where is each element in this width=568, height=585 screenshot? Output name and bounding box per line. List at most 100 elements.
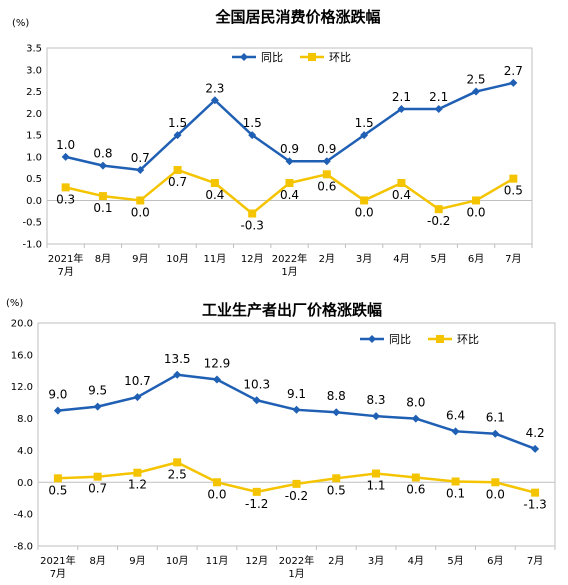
cpi-data-label: -0.2 — [427, 214, 450, 228]
ppi-mom-point — [411, 473, 420, 482]
ppi-x-tick-label: 5月 — [447, 555, 463, 567]
ppi-data-label: 0.7 — [88, 482, 107, 496]
cpi-mom-point — [210, 179, 219, 188]
ppi-chart-title: 工业生产者出厂价格涨跌幅 — [202, 301, 382, 319]
ppi-x-tick-label: 2022年 — [279, 554, 314, 567]
ppi-mom-point — [372, 469, 381, 478]
ppi-x-tick-label: 7月 — [527, 555, 543, 567]
ppi-x-tick-label: 2021年 — [40, 554, 75, 567]
cpi-y-tick-label: -0.5 — [22, 218, 42, 229]
ppi-y-tick-label: 12.0 — [11, 382, 33, 393]
cpi-x-tick-label: 2021年 — [48, 252, 83, 265]
cpi-legend-label: 环比 — [329, 51, 351, 64]
cpi-x-tick-label: 12月 — [241, 253, 264, 265]
ppi-legend-label: 环比 — [457, 333, 479, 346]
ppi-y-tick-label: 20.0 — [11, 319, 33, 330]
ppi-x-tick-label: 1月 — [288, 568, 304, 580]
ppi-yoy-point — [531, 444, 540, 453]
cpi-plot-area — [46, 47, 533, 245]
cpi-y-tick-label: 2.5 — [26, 87, 42, 98]
cpi-chart: 全国居民消费价格涨跌幅 (%) -1.0 -0.5 0.0 0.5 1.0 1.5 2.0 2… — [12, 8, 533, 278]
cpi-mom-point — [136, 196, 145, 205]
cpi-data-label: 0.4 — [205, 188, 224, 202]
ppi-y-tick-label: -8.0 — [13, 542, 33, 553]
cpi-data-label: 0.0 — [355, 205, 374, 219]
cpi-x-tick-label: 8月 — [95, 253, 111, 265]
cpi-yoy-point — [285, 157, 294, 166]
ppi-x-tick-label: 8月 — [89, 555, 105, 567]
ppi-legend-marker-yoy — [368, 335, 376, 343]
cpi-legend-label: 同比 — [261, 51, 283, 64]
cpi-yoy-point — [360, 131, 369, 140]
cpi-mom-point — [61, 183, 70, 192]
ppi-data-label: 0.6 — [406, 483, 425, 497]
ppi-mom-point — [212, 478, 221, 487]
ppi-yoy-point — [292, 405, 301, 414]
ppi-chart: 工业生产者出厂价格涨跌幅 (%) -8.0 -4.0 0.0 4.0 8.0 12.0 16… — [6, 298, 556, 580]
cpi-x-tick-label: 1月 — [281, 266, 297, 278]
cpi-yoy-point — [61, 152, 70, 161]
cpi-yoy-point — [434, 104, 443, 113]
cpi-chart-title: 全国居民消费价格涨跌幅 — [214, 8, 380, 26]
ppi-yoy-point — [53, 406, 62, 415]
cpi-mom-point — [248, 209, 257, 218]
cpi-x-tick-label: 10月 — [166, 253, 189, 265]
ppi-y-tick-label: 8.0 — [17, 414, 33, 425]
cpi-yoy-point — [136, 165, 145, 174]
ppi-yoy-point — [451, 427, 460, 436]
cpi-mom-point — [285, 179, 294, 188]
cpi-yoy-point — [173, 131, 182, 140]
cpi-data-label: 2.5 — [466, 73, 485, 87]
cpi-y-tick-label: 3.0 — [26, 65, 42, 76]
ppi-data-label: -0.2 — [285, 489, 308, 503]
ppi-y-tick-label: 4.0 — [17, 446, 33, 457]
ppi-yoy-point — [372, 412, 381, 421]
cpi-yoy-point — [397, 104, 406, 113]
ppi-x-tick-label: 9月 — [129, 555, 145, 567]
cpi-data-label: 0.5 — [504, 184, 523, 198]
cpi-y-tick-label: 1.0 — [26, 152, 42, 163]
ppi-yoy-point — [212, 375, 221, 384]
ppi-data-label: 9.0 — [48, 388, 67, 402]
cpi-mom-point — [173, 165, 182, 174]
ppi-mom-point — [491, 478, 500, 487]
cpi-x-tick-label: 7月 — [57, 266, 73, 278]
ppi-yoy-point — [133, 393, 142, 402]
cpi-x-tick-label: 7月 — [505, 253, 521, 265]
ppi-y-tick-label: 0.0 — [17, 478, 33, 489]
cpi-x-tick-label: 4月 — [393, 253, 409, 265]
ppi-x-tick-label: 6月 — [487, 555, 503, 567]
cpi-mom-point — [360, 196, 369, 205]
ppi-data-label: 4.2 — [526, 426, 545, 440]
cpi-data-label: 0.4 — [280, 188, 299, 202]
ppi-legend-marker-mom — [436, 335, 444, 343]
cpi-data-label: 1.5 — [355, 116, 374, 130]
cpi-mom-point — [397, 179, 406, 188]
cpi-x-tick-label: 5月 — [431, 253, 447, 265]
cpi-data-label: 2.7 — [504, 64, 523, 78]
cpi-legend-marker-yoy — [240, 53, 248, 61]
ppi-mom-point — [252, 487, 261, 496]
cpi-legend-marker-mom — [308, 53, 316, 61]
ppi-mom-point — [531, 488, 540, 497]
ppi-legend-label: 同比 — [389, 333, 411, 346]
ppi-data-label: 12.9 — [204, 357, 231, 371]
ppi-data-label: -1.2 — [245, 497, 268, 511]
ppi-x-tick-label: 4月 — [408, 555, 424, 567]
cpi-data-label: 2.1 — [392, 90, 411, 104]
ppi-x-tick-label: 11月 — [206, 555, 229, 567]
ppi-data-label: 8.3 — [366, 393, 385, 407]
ppi-data-label: 0.0 — [486, 487, 505, 501]
ppi-data-label: 10.7 — [124, 374, 151, 388]
cpi-data-label: 0.4 — [392, 188, 411, 202]
ppi-mom-point — [173, 458, 182, 467]
cpi-yoy-point — [98, 161, 107, 170]
cpi-mom-point — [472, 196, 481, 205]
cpi-data-label: 1.5 — [243, 116, 262, 130]
cpi-x-tick-label: 2022年 — [272, 252, 307, 265]
ppi-data-label: 0.5 — [327, 483, 346, 497]
ppi-mom-point — [332, 474, 341, 483]
cpi-x-tick-label: 9月 — [132, 253, 148, 265]
ppi-data-label: 2.5 — [168, 467, 187, 481]
ppi-data-label: 9.5 — [88, 384, 107, 398]
